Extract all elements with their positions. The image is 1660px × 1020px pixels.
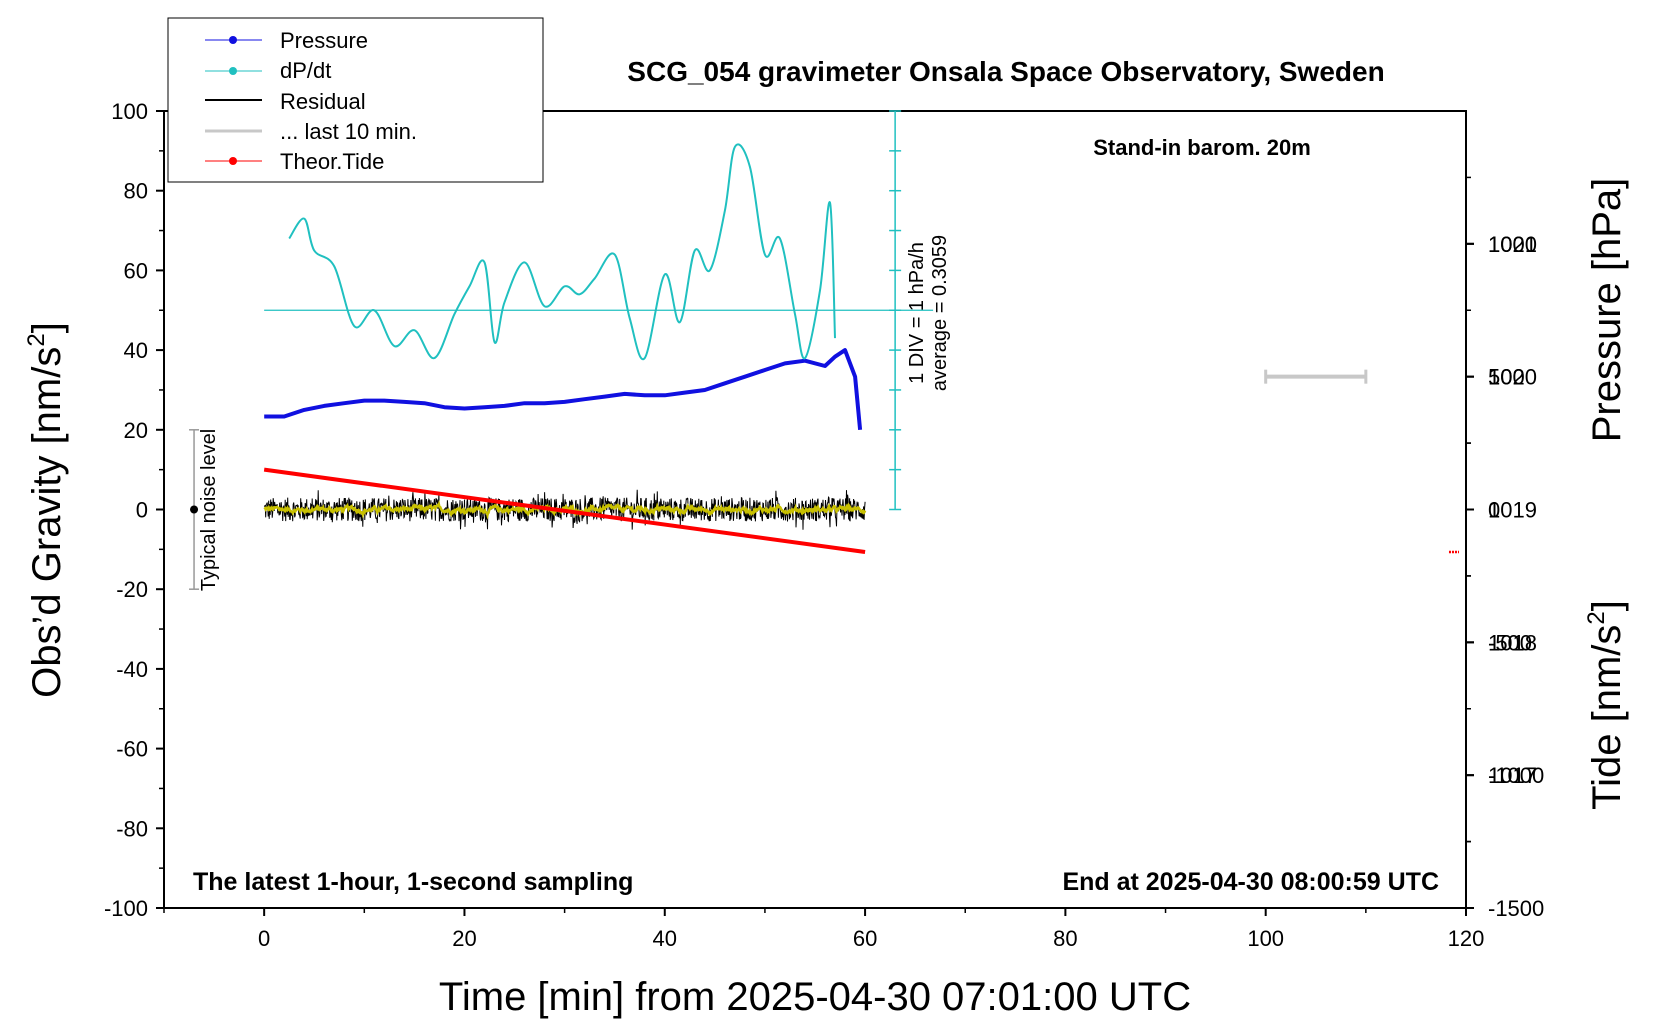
average-label: average = 0.3059: [929, 235, 951, 391]
tide-tick-label: -1000: [1488, 763, 1544, 788]
stand-in-annotation: Stand-in barom. 20m: [1093, 135, 1311, 160]
tide-line: [263, 467, 866, 554]
y-axis-title-tide-main: Tide [nm/s: [1585, 625, 1629, 810]
legend: Pressure dP/dt Residual ... last 10 min.…: [167, 17, 544, 183]
x-axis-title: Time [min] from 2025-04-30 07:01:00 UTC: [439, 975, 1191, 1019]
pressure-tick-label: 1017: [1488, 763, 1537, 788]
legend-last10-label: ... last 10 min.: [280, 119, 417, 144]
y-tick-label: 0: [136, 498, 148, 523]
y-axis-title-left-close: ]: [25, 322, 69, 333]
tide-tick-label: 500: [1488, 365, 1525, 390]
y-tick-label: 80: [124, 179, 148, 204]
x-tick-label: 80: [1053, 926, 1077, 951]
y-tick-label: 60: [124, 258, 148, 283]
x-tick-label: 0: [258, 926, 270, 951]
y-tick-label: -60: [116, 737, 148, 762]
y-tick-label: -20: [116, 577, 148, 602]
y-tick-label: -40: [116, 657, 148, 682]
legend-dpdt-marker: [229, 67, 237, 75]
x-tick-label: 100: [1247, 926, 1284, 951]
x-tick-label: 60: [853, 926, 877, 951]
end-at-annotation: End at 2025-04-30 08:00:59 UTC: [1062, 868, 1439, 896]
pressure-line: [264, 348, 863, 430]
y-axis-title-left-main: Obs’d Gravity [nm/s: [25, 347, 69, 698]
pressure-tick-label: 1018: [1488, 630, 1537, 655]
x-tick-label: 120: [1448, 926, 1485, 951]
noise-label: Typical noise level: [198, 429, 220, 591]
y-tick-label: 20: [124, 418, 148, 443]
pressure-tick-label: 1020: [1488, 365, 1537, 390]
tide-tick-label: -1500: [1488, 896, 1544, 921]
y-tick-label: -80: [116, 816, 148, 841]
series-layer: [189, 110, 1459, 590]
axis-ticks: 0 20 40 60 80 100 120 100 80 60 40 20 0 -20 -40 -60 -80 -…: [104, 99, 1544, 951]
legend-tide-marker: [229, 157, 237, 165]
y-tick-label: -100: [104, 896, 148, 921]
legend-residual-label: Residual: [280, 89, 366, 114]
y-tick-label: 40: [124, 338, 148, 363]
legend-tide-label: Theor.Tide: [280, 149, 384, 174]
y-axis-title-left: Obs’d Gravity [nm/s2]: [23, 322, 69, 698]
y-axis-title-tide: Tide [nm/s2]: [1583, 600, 1629, 810]
dpdt-line: [288, 143, 836, 361]
y-axis-title-tide-close: ]: [1585, 600, 1629, 611]
pressure-tick-label: 1019: [1488, 498, 1537, 523]
latest-annotation: The latest 1-hour, 1-second sampling: [193, 868, 633, 896]
x-tick-label: 40: [653, 926, 677, 951]
tide-tick-label: 0: [1488, 498, 1500, 523]
y-tick-label: 100: [111, 99, 148, 124]
legend-dpdt-label: dP/dt: [280, 58, 331, 83]
legend-pressure-marker: [229, 36, 237, 44]
y-axis-title-left-sup: 2: [23, 333, 50, 346]
y-axis-title-pressure: Pressure [hPa]: [1585, 178, 1629, 443]
tide-tick-label: 1000: [1488, 232, 1537, 257]
residual-smoothed-line: [263, 500, 867, 520]
pressure-tick-label: 1021: [1488, 232, 1537, 257]
div-label: 1 DIV = 1 hPa/h: [906, 242, 928, 384]
legend-pressure-label: Pressure: [280, 28, 368, 53]
tide-tick-label: -500: [1488, 630, 1532, 655]
chart-title: SCG_054 gravimeter Onsala Space Observat…: [627, 56, 1384, 87]
noise-bar-center: [190, 505, 199, 514]
x-tick-label: 20: [452, 926, 476, 951]
y-axis-title-tide-sup: 2: [1583, 611, 1610, 624]
